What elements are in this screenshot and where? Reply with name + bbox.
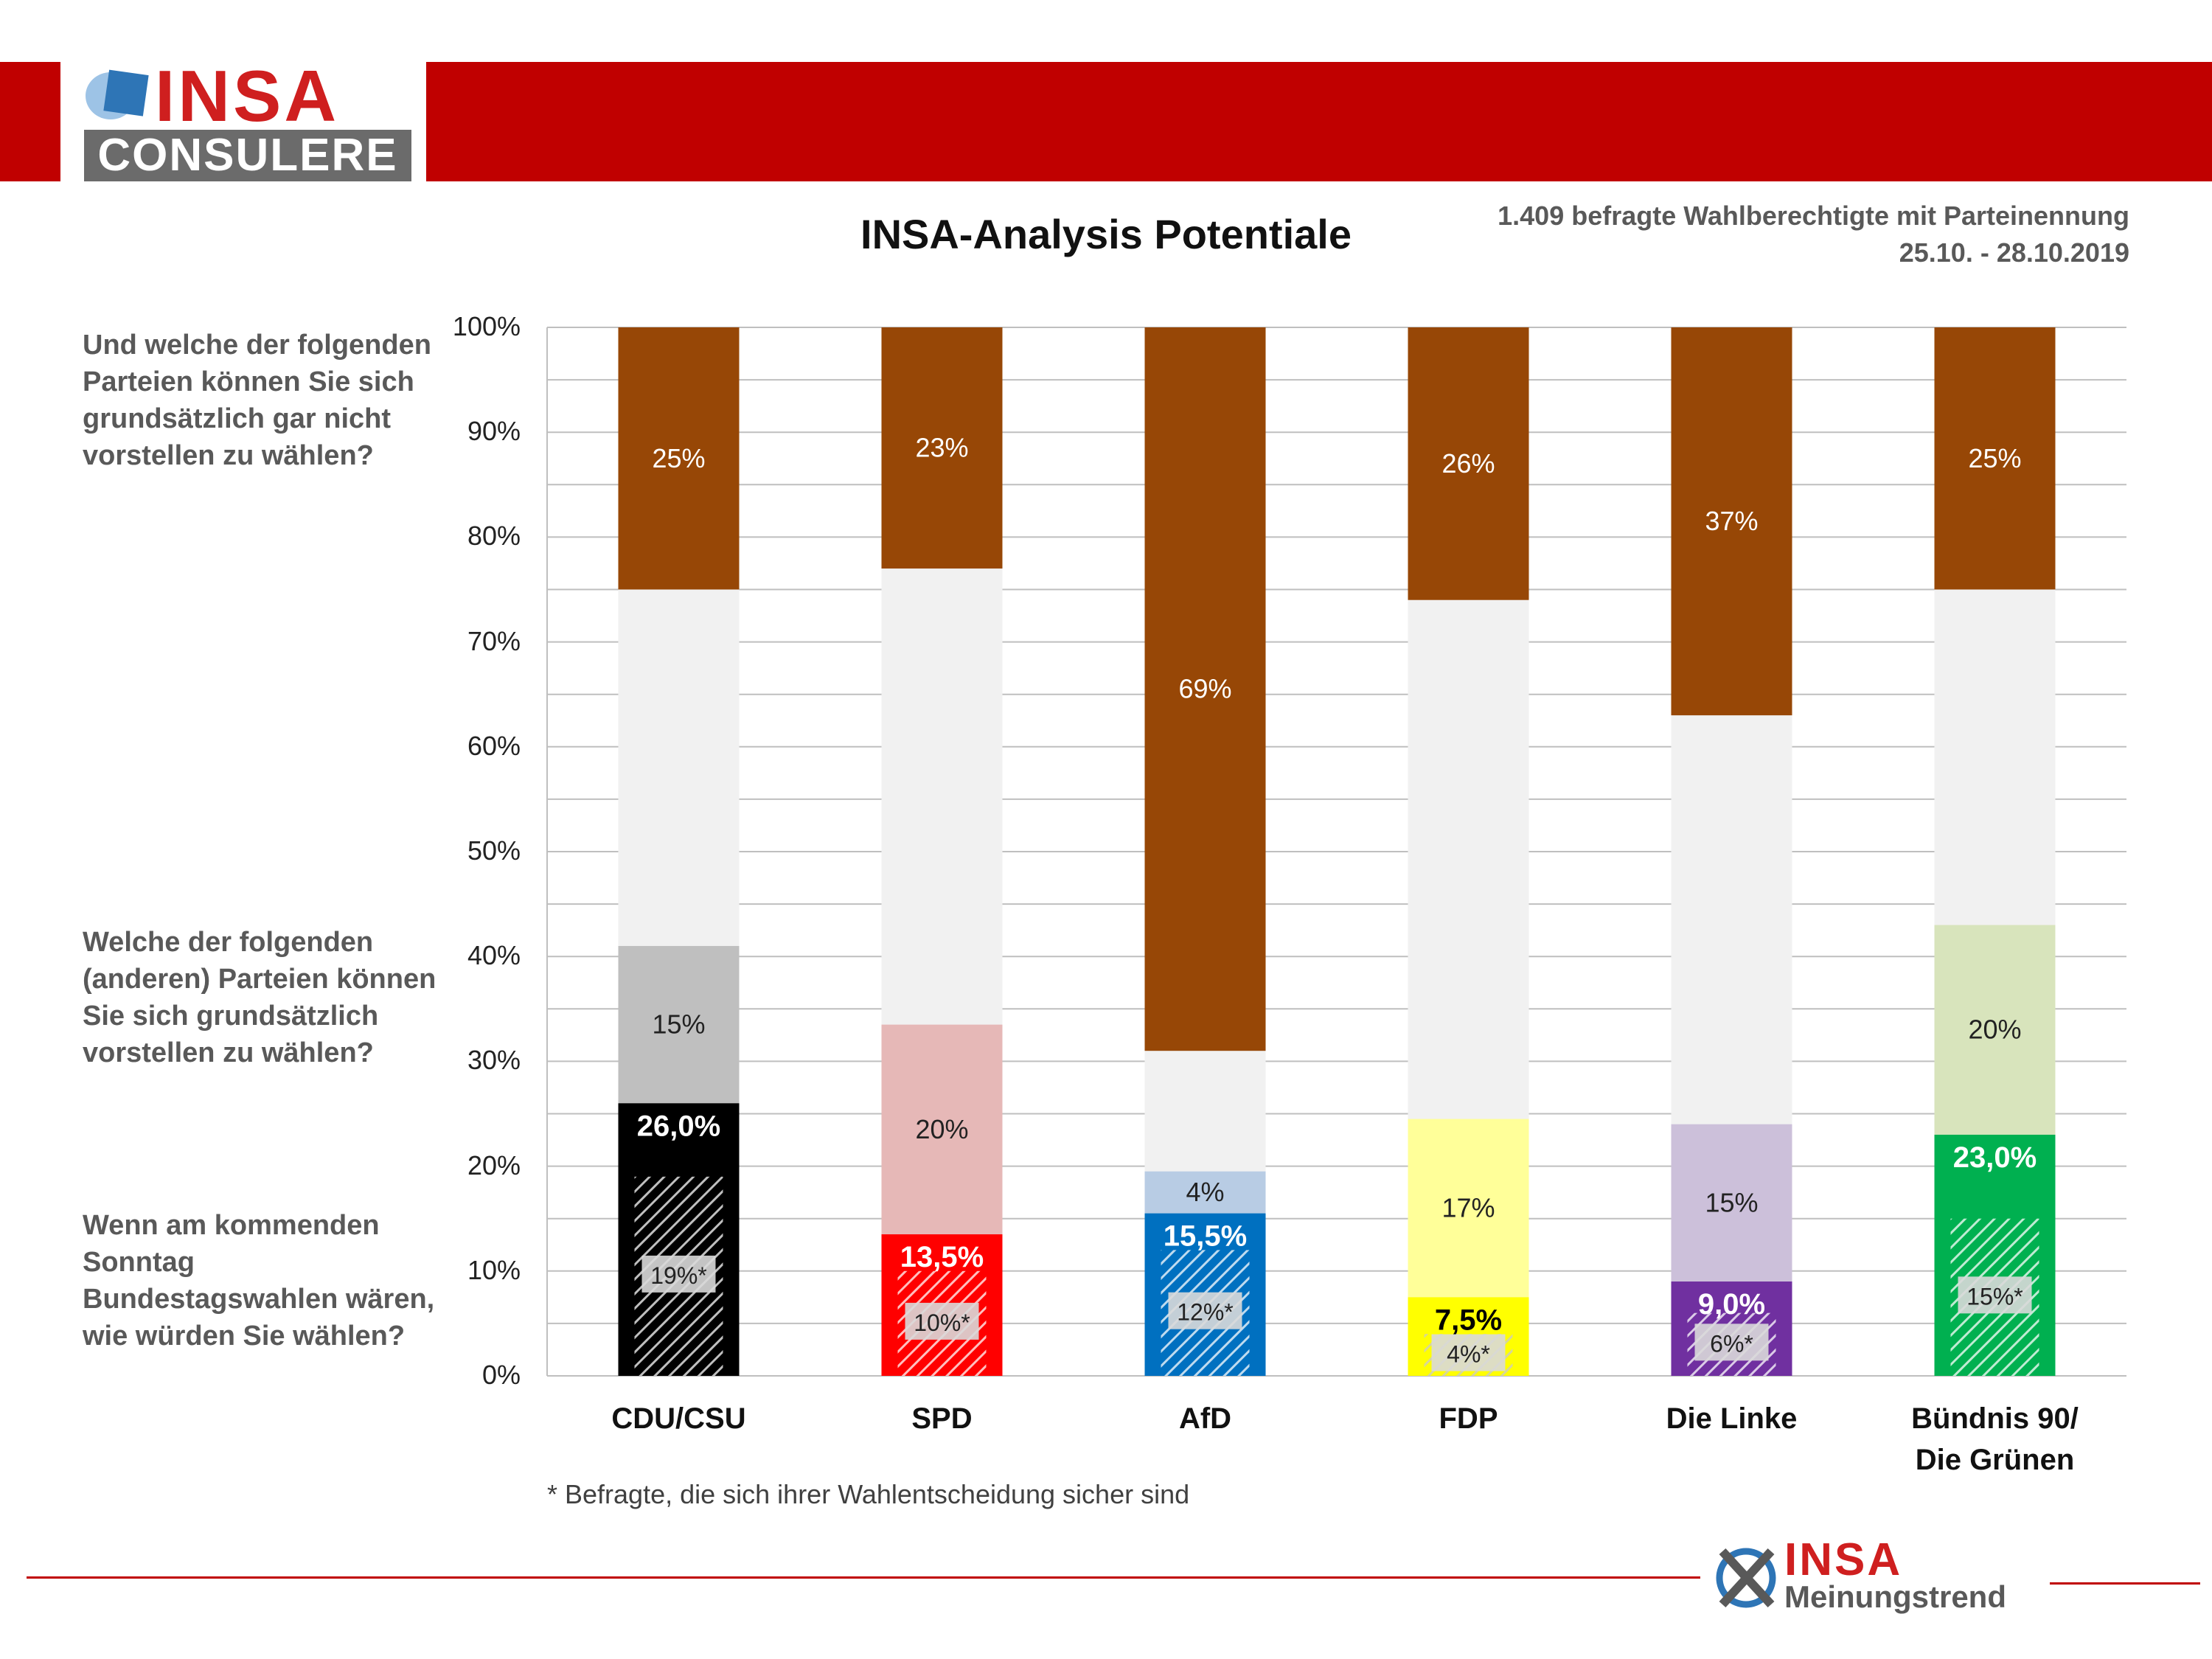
label-sure-0: 19%* xyxy=(650,1262,707,1289)
label-sure-4: 6%* xyxy=(1710,1330,1753,1357)
y-tick-label: 80% xyxy=(467,521,521,552)
bar-potential-1 xyxy=(881,1024,1003,1235)
bar-not-vote-4 xyxy=(1671,327,1792,716)
bar-not-vote-2 xyxy=(1144,327,1266,1051)
x-category-label: FDP xyxy=(1336,1398,1601,1439)
bar-not-vote-5 xyxy=(1934,327,2056,590)
bar-potential-4 xyxy=(1671,1124,1792,1282)
chart-title: INSA-Analysis Potentiale xyxy=(860,211,1352,257)
y-tick-label: 50% xyxy=(467,835,521,866)
label-not-vote-2: 69% xyxy=(1178,674,1231,704)
label-sure-box-4 xyxy=(1694,1324,1769,1361)
label-vote-3: 7,5% xyxy=(1435,1304,1502,1336)
label-potential-5: 20% xyxy=(1968,1015,2021,1045)
bar-potential-2 xyxy=(1144,1171,1266,1214)
footnote: * Befragte, die sich ihrer Wahlentscheid… xyxy=(547,1479,1190,1509)
label-not-vote-4: 37% xyxy=(1705,506,1758,536)
x-category-line: Die Linke xyxy=(1666,1402,1798,1435)
logo-insa-text: INSA xyxy=(155,55,340,136)
label-vote-2: 15,5% xyxy=(1164,1220,1247,1253)
label-not-vote-1: 23% xyxy=(915,433,968,463)
label-vote-0: 26,0% xyxy=(637,1110,720,1142)
logo-consulere-text: CONSULERE xyxy=(84,130,411,181)
sample-info: 1.409 befragte Wahlberechtigte mit Parte… xyxy=(1498,201,2129,231)
x-category-label: AfD xyxy=(1073,1398,1338,1439)
bar-not-vote-1 xyxy=(881,327,1003,569)
footer-line-right xyxy=(2050,1582,2200,1585)
x-category-label: SPD xyxy=(810,1398,1075,1439)
bar-potential-5 xyxy=(1934,925,2056,1135)
label-sure-box-0 xyxy=(641,1255,716,1293)
label-vote-5: 23,0% xyxy=(1953,1141,2037,1174)
x-category-label: Die Linke xyxy=(1599,1398,1865,1439)
x-category-label: Bündnis 90/Die Grünen xyxy=(1863,1398,2128,1481)
label-potential-1: 20% xyxy=(915,1114,968,1144)
label-not-vote-5: 25% xyxy=(1968,443,2021,473)
footer-logo-sub: Meinungstrend xyxy=(1784,1579,2006,1614)
x-category-line: FDP xyxy=(1439,1402,1498,1435)
label-sure-2: 12%* xyxy=(1177,1299,1234,1326)
x-category-line: AfD xyxy=(1178,1402,1232,1435)
label-potential-4: 15% xyxy=(1705,1187,1758,1217)
label-sure-1: 10%* xyxy=(914,1310,970,1336)
label-sure-box-2 xyxy=(1168,1292,1242,1329)
survey-dates: 25.10. - 28.10.2019 xyxy=(1899,237,2129,268)
y-tick-label: 0% xyxy=(481,1360,521,1390)
question-potential: Welche der folgenden (anderen) Parteien … xyxy=(83,927,437,1068)
bar-not-vote-0 xyxy=(618,327,740,590)
bar-not-vote-3 xyxy=(1408,327,1529,600)
y-tick-label: 40% xyxy=(467,940,521,971)
label-potential-2: 4% xyxy=(1186,1177,1224,1207)
y-tick-label: 100% xyxy=(452,311,521,341)
label-vote-4: 9,0% xyxy=(1698,1288,1765,1321)
y-tick-label: 30% xyxy=(467,1045,521,1076)
y-tick-label: 10% xyxy=(467,1254,521,1285)
label-not-vote-0: 25% xyxy=(652,443,705,473)
y-tick-label: 70% xyxy=(467,625,521,656)
y-tick-label: 20% xyxy=(467,1150,521,1180)
bar-potential-3 xyxy=(1408,1119,1529,1298)
label-sure-box-5 xyxy=(1958,1276,2032,1314)
label-sure-5: 15%* xyxy=(1966,1283,2023,1310)
x-category-line: SPD xyxy=(911,1402,973,1435)
footer-line-left xyxy=(27,1576,1700,1579)
question-sunday-vote: Wenn am kommenden Sonntag Bundestagswahl… xyxy=(83,1210,435,1352)
label-vote-1: 13,5% xyxy=(900,1241,984,1273)
x-category-line: Bündnis 90/ xyxy=(1911,1402,2079,1435)
x-category-line: Die Grünen xyxy=(1915,1444,2075,1476)
x-category-line: CDU/CSU xyxy=(611,1402,746,1435)
label-sure-3: 4%* xyxy=(1447,1341,1490,1368)
x-category-label: CDU/CSU xyxy=(546,1398,812,1439)
footer-logo-brand: INSA xyxy=(1784,1534,1903,1585)
bar-potential-0 xyxy=(618,945,740,1104)
logo-cube-icon xyxy=(86,69,149,119)
label-sure-box-3 xyxy=(1431,1334,1506,1371)
meinungstrend-x-icon xyxy=(1716,1548,1776,1608)
y-tick-label: 90% xyxy=(467,416,521,447)
y-tick-label: 60% xyxy=(467,730,521,761)
label-sure-box-1 xyxy=(905,1302,979,1340)
label-potential-3: 17% xyxy=(1441,1192,1495,1222)
label-potential-0: 15% xyxy=(652,1009,705,1040)
question-not-vote: Und welche der folgenden Parteien können… xyxy=(83,330,431,471)
label-not-vote-3: 26% xyxy=(1441,448,1495,479)
